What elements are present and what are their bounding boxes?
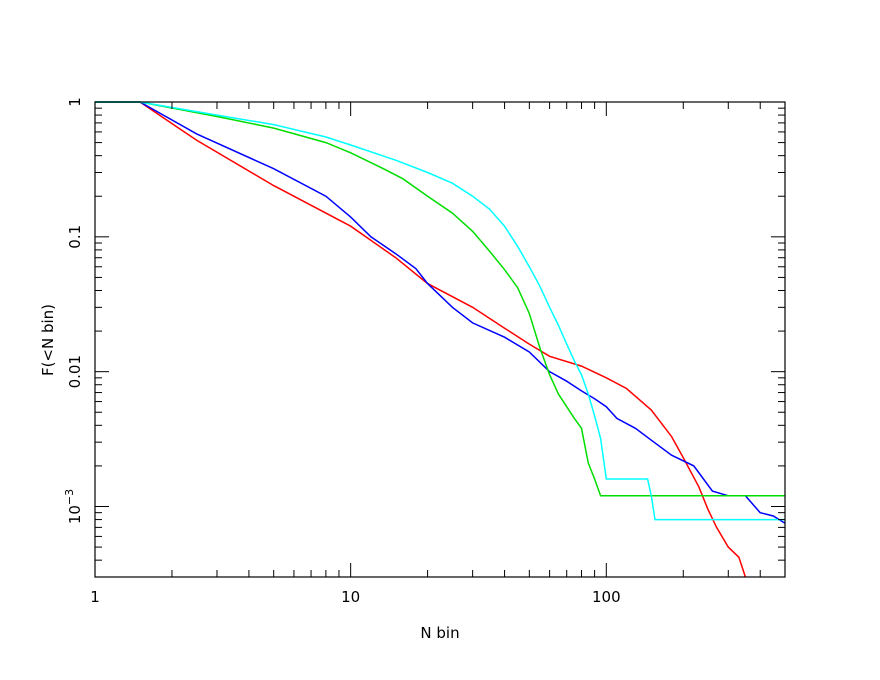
ticks-layer (94, 101, 786, 578)
tick-labels: 1 10 100 1 0.1 0.01 10−3 (63, 97, 621, 606)
y-tick-label: 10−3 (63, 489, 84, 524)
y-tick-label: 0.1 (66, 225, 84, 249)
y-axis-label: F(<N bin) (39, 304, 57, 376)
series-line-1 (95, 101, 747, 578)
x-tick-label: 10 (341, 588, 360, 606)
series-line-4 (95, 101, 785, 521)
plot-frame (94, 101, 786, 578)
x-axis-label: N bin (420, 624, 459, 642)
series-layer (95, 101, 786, 578)
x-tick-label: 1 (90, 588, 100, 606)
y-tick-label: 1 (66, 97, 84, 107)
series-line-3 (95, 101, 785, 497)
series-line-2 (95, 101, 786, 524)
x-tick-label: 100 (592, 588, 621, 606)
y-tick-label: 0.01 (66, 355, 84, 388)
